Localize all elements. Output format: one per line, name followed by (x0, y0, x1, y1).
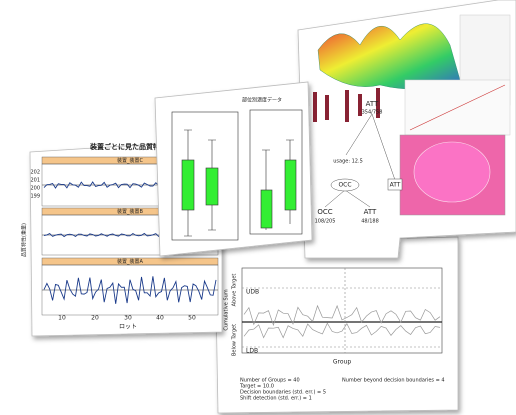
node-counts: 108/205 (315, 219, 336, 225)
split-label: usage: 12.5 (333, 159, 363, 165)
x-tick: 20 (91, 315, 99, 322)
y-tick: 201 (30, 178, 40, 184)
node-label: OCC (317, 208, 332, 216)
node-label: ATT (366, 100, 379, 108)
x-label: Group (333, 359, 351, 366)
below-label: Below Target (232, 324, 238, 356)
node-label: ATT (390, 182, 401, 189)
title: 装置ごとに見た品質特 (89, 142, 160, 151)
node-counts: 354/758 (362, 110, 383, 116)
node-label: ATT (364, 208, 377, 216)
y-tick: 202 (30, 170, 40, 176)
stat: Number beyond decision boundaries = 4 (342, 378, 445, 384)
boxplot-card: 部位別濃度データ (154, 81, 313, 257)
y-label: Cumulative Sum (224, 289, 230, 330)
series-line (43, 276, 217, 304)
x-tick: 50 (188, 315, 196, 322)
y-label: 品質特性(重量) (21, 223, 28, 257)
stat: Target = 10.0 (239, 384, 274, 390)
x-label: ロット (119, 324, 137, 331)
node-counts: 48/188 (361, 219, 379, 225)
udb-label: UDB (246, 289, 259, 296)
ldb-label: LDB (246, 348, 258, 355)
x-tick: 30 (124, 315, 132, 322)
x-tick: 40 (156, 315, 164, 322)
title: 部位別濃度データ (242, 97, 282, 104)
surface-card: ATT 354/758 usage: 12.5 OCC ATT OCC 108/… (297, 0, 516, 259)
panel-label: 装置_装置C (117, 157, 144, 164)
node-label: OCC (338, 182, 351, 189)
panel-label: 装置_装置A (117, 258, 144, 265)
stat: Decision boundaries (std. err.) = 5 (240, 390, 326, 396)
x-tick: 10 (58, 315, 66, 322)
y-tick: 199 (30, 194, 40, 200)
cusum-card: UDB LDB Group Cumulative Sum Above Targe… (214, 236, 459, 414)
y-tick: 200 (30, 186, 40, 192)
stat: Shift detection (std. err.) = 1 (240, 396, 312, 402)
panel-label: 装置_装置B (117, 208, 144, 215)
above-label: Above Target (232, 274, 238, 307)
stat: Number of Groups = 40 (240, 378, 300, 384)
